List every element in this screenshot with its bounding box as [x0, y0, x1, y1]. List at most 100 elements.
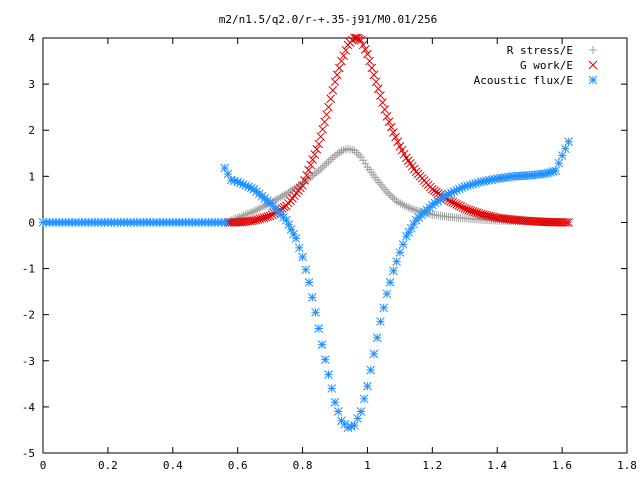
data-point: [400, 201, 409, 210]
y-tick-label: -1: [22, 263, 35, 276]
series-unnamed-3: [38, 218, 230, 227]
data-point: [557, 218, 567, 227]
data-point: [220, 163, 230, 173]
legend-marker: [589, 46, 597, 54]
data-point: [365, 56, 374, 66]
data-point: [330, 77, 340, 87]
data-point: [291, 234, 301, 243]
data-point: [386, 191, 395, 200]
data-point: [307, 293, 317, 302]
plot-frame: [42, 37, 628, 454]
data-point: [280, 191, 289, 200]
data-point: [452, 200, 462, 209]
data-point: [353, 414, 363, 423]
data-point: [408, 204, 417, 213]
x-tick-label: 0.4: [163, 459, 183, 472]
data-point: [324, 102, 333, 112]
series-r-stress-e: [223, 144, 573, 227]
data-point: [380, 105, 390, 114]
data-point: [282, 189, 291, 198]
data-point: [322, 159, 331, 168]
data-point: [300, 176, 309, 185]
data-point: [356, 152, 365, 161]
data-point: [332, 70, 342, 80]
data-point: [255, 204, 264, 213]
data-point: [398, 239, 408, 249]
data-point: [276, 193, 285, 202]
data-point: [378, 98, 387, 107]
data-point: [311, 308, 320, 317]
data-point: [247, 208, 256, 217]
data-point: [360, 45, 370, 54]
data-point: [561, 144, 570, 154]
data-point: [564, 137, 573, 147]
data-point: [371, 77, 381, 87]
data-point: [356, 407, 366, 416]
data-point: [320, 355, 330, 364]
y-tick-label: -2: [22, 309, 35, 322]
data-point: [554, 158, 564, 168]
data-point: [446, 196, 455, 206]
legend-marker: [588, 60, 598, 70]
data-point: [448, 198, 457, 207]
data-point: [553, 217, 563, 227]
data-point: [366, 365, 376, 375]
data-point: [298, 252, 307, 262]
data-point: [304, 278, 314, 287]
data-point: [382, 289, 392, 299]
data-point: [450, 199, 459, 208]
data-point: [322, 110, 331, 119]
data-point: [301, 265, 311, 275]
data-point: [559, 218, 569, 227]
data-point: [350, 420, 359, 430]
data-point: [245, 208, 254, 217]
x-tick-label: 1.8: [617, 459, 637, 472]
x-tick-label: 1: [364, 459, 371, 472]
data-point: [341, 45, 351, 55]
data-point: [389, 266, 398, 276]
data-point: [410, 205, 419, 214]
data-point: [350, 146, 359, 155]
series-acoustic-flux-e: [220, 137, 573, 432]
x-tick-label: 1.2: [422, 459, 442, 472]
data-point: [334, 63, 344, 73]
data-point: [339, 51, 349, 61]
y-tick-label: -4: [22, 401, 36, 414]
data-point: [243, 209, 252, 218]
data-point: [562, 218, 571, 227]
data-point: [373, 84, 383, 94]
data-point: [286, 187, 295, 196]
data-point: [326, 155, 335, 164]
data-point: [359, 156, 368, 165]
chart-title: m2/n1.5/q2.0/r-+.35-j91/M0.01/256: [219, 13, 438, 26]
data-point: [314, 139, 324, 149]
data-point: [395, 248, 405, 257]
data-point: [274, 194, 283, 203]
data-point: [376, 91, 385, 100]
data-point: [326, 94, 336, 104]
data-point: [239, 211, 248, 220]
data-point: [363, 49, 372, 59]
data-point: [294, 243, 304, 253]
data-point: [320, 117, 329, 127]
data-point: [249, 207, 258, 216]
data-point: [316, 132, 326, 142]
data-point: [333, 150, 342, 159]
data-point: [372, 333, 382, 343]
data-point: [369, 70, 379, 80]
data-point: [389, 128, 398, 137]
data-point: [385, 278, 395, 287]
data-point: [376, 317, 385, 326]
data-point: [316, 164, 325, 173]
data-point: [312, 168, 321, 177]
data-point: [361, 159, 370, 168]
series-g-work-e: [223, 33, 573, 227]
data-point: [426, 210, 435, 219]
data-point: [328, 85, 338, 95]
data-point: [308, 171, 317, 180]
data-point: [312, 144, 322, 154]
data-point: [318, 163, 327, 172]
axis-ticks: 0 0.2 0.4 0.6 0.8 1 1.2 1.4 1.6 1.8 -5 -4 -3 -2 -1 0 1 2 3…: [22, 32, 637, 472]
data-point: [356, 35, 366, 45]
